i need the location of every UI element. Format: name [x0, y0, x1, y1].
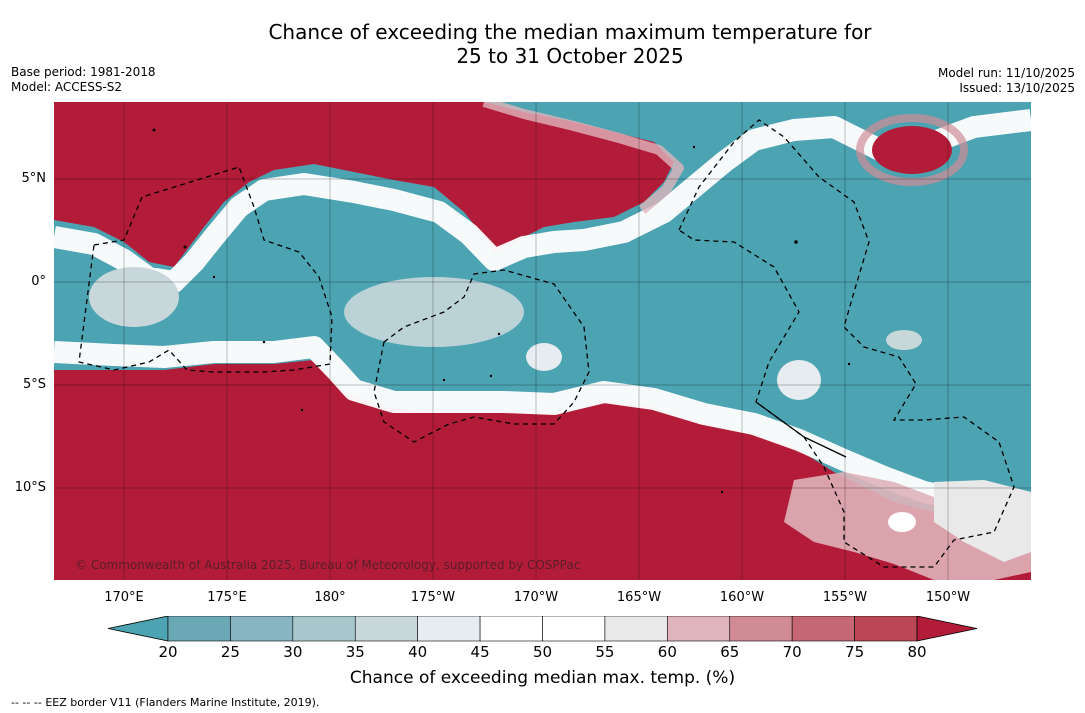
- title-line-2: 25 to 31 October 2025: [456, 44, 684, 68]
- colorbar-bin: [729, 616, 793, 642]
- colorbar-bins: [167, 616, 918, 642]
- copyright-notice: © Commonwealth of Australia 2025, Bureau…: [75, 558, 581, 572]
- model-name: Model: ACCESS-S2: [11, 80, 123, 94]
- eez-legend: -- -- -- EEZ border V11 (Flanders Marine…: [11, 696, 319, 709]
- colorbar-tick-label: 70: [782, 643, 802, 661]
- colorbar-tick-label: 80: [907, 643, 927, 661]
- east-pale-patch: [886, 330, 922, 350]
- title-line-1: Chance of exceeding the median maximum t…: [268, 20, 872, 44]
- lat-label-5s: 5°S: [22, 377, 46, 392]
- chart-title: Chance of exceeding the median maximum t…: [0, 20, 1085, 68]
- colorbar-tick-label: 60: [657, 643, 677, 661]
- colorbar-tick-label: 75: [845, 643, 865, 661]
- colorbar-bin: [167, 616, 231, 642]
- southeast-grey-area: [934, 480, 1031, 562]
- colorbar-tick-label: 25: [220, 643, 240, 661]
- base-period: Base period: 1981-2018: [11, 65, 156, 79]
- colorbar-bin: [292, 616, 356, 642]
- colorbar-tick-label: 20: [158, 643, 178, 661]
- colorbar-tick-label: 55: [595, 643, 615, 661]
- north-transition-band: [54, 109, 1031, 293]
- colorbar-bin: [854, 616, 918, 642]
- equator-pale-patch-west: [89, 267, 179, 327]
- south-transition-band: [54, 336, 1031, 518]
- probability-map: © Commonwealth of Australia 2025, Bureau…: [54, 102, 1031, 580]
- colorbar-tick-label: 65: [720, 643, 740, 661]
- southeast-white-patch: [888, 512, 916, 532]
- colorbar-tick-label: 50: [532, 643, 553, 661]
- colorbar-bin: [479, 616, 543, 642]
- north-warm-region: [54, 102, 674, 267]
- southeast-pale-patch: [777, 360, 821, 400]
- colorbar-bin: [542, 616, 606, 642]
- colorbar-bin: [604, 616, 668, 642]
- lon-label-150w: 150°W: [925, 590, 971, 605]
- lat-label-10s: 10°S: [14, 480, 46, 495]
- colorbar-tick-label: 30: [283, 643, 303, 661]
- north-pink-band: [482, 102, 684, 214]
- lat-label-5n: 5°N: [21, 171, 47, 186]
- northeast-warm-patch: [872, 126, 952, 174]
- lat-label-0: 0°: [31, 274, 46, 289]
- eez-line-islands: [678, 119, 1015, 568]
- model-run: Model run: 11/10/2025: [937, 66, 1075, 80]
- equator-pale-patch-mid: [344, 277, 524, 347]
- eez-borders: [78, 119, 1015, 568]
- lon-label-160w: 160°W: [719, 590, 765, 605]
- colorbar-tick-label: 35: [345, 643, 365, 661]
- colorbar-bin: [417, 616, 481, 642]
- colorbar-bin: [230, 616, 294, 642]
- colorbar-label: Chance of exceeding median max. temp. (%…: [349, 668, 736, 688]
- south-warm-region: [54, 360, 1031, 580]
- lon-label-170e: 170°E: [104, 590, 144, 605]
- map-svg: [54, 102, 1031, 580]
- equator-white-patch: [526, 343, 562, 371]
- lon-label-175w: 175°W: [410, 590, 456, 605]
- northeast-pink-halo: [856, 114, 968, 186]
- lon-label-155w: 155°W: [822, 590, 868, 605]
- lon-label-180: 180°: [314, 590, 346, 605]
- colorbar: [108, 616, 978, 642]
- colorbar-tick-label: 40: [408, 643, 428, 661]
- colorbar-low-arrow: [108, 616, 169, 642]
- meta-right: Model run: 11/10/2025 Issued: 13/10/2025: [938, 66, 1075, 96]
- colorbar-high-arrow: [916, 616, 978, 642]
- lon-label-170w: 170°W: [513, 590, 559, 605]
- eez-legend-symbol: -- -- --: [11, 696, 42, 709]
- graticule: [54, 102, 1031, 580]
- lon-label-175e: 175°E: [207, 590, 247, 605]
- colorbar-bin: [667, 616, 731, 642]
- lon-label-165w: 165°W: [616, 590, 662, 605]
- islands: [152, 128, 851, 494]
- issued-date: Issued: 13/10/2025: [959, 81, 1075, 95]
- eez-solid-segment: [755, 401, 847, 458]
- eez-legend-text: EEZ border V11 (Flanders Marine Institut…: [45, 696, 320, 709]
- colorbar-tick-label: 45: [470, 643, 490, 661]
- eez-kiribati-gilbert: [78, 166, 333, 373]
- colorbar-bin: [791, 616, 855, 642]
- meta-left: Base period: 1981-2018 Model: ACCESS-S2: [11, 65, 156, 95]
- colorbar-bin: [354, 616, 418, 642]
